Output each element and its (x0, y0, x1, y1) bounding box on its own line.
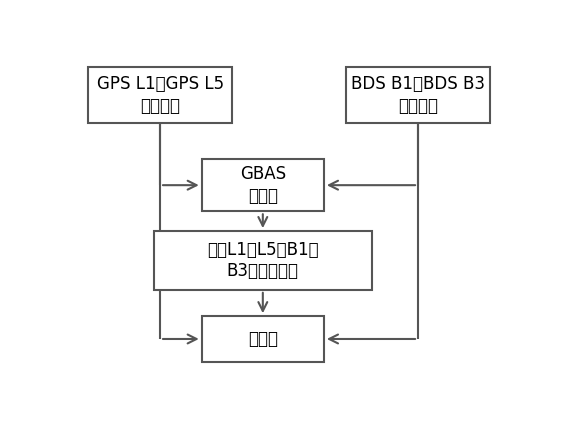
Text: 地面站: 地面站 (248, 187, 278, 205)
Text: 卫星信号: 卫星信号 (140, 97, 180, 115)
Text: BDS B1、BDS B3: BDS B1、BDS B3 (351, 75, 485, 94)
Text: 机载端: 机载端 (248, 330, 278, 348)
Text: GBAS: GBAS (240, 165, 286, 183)
Text: 卫星信号: 卫星信号 (398, 97, 438, 115)
Bar (202, 159, 324, 211)
Bar (202, 316, 324, 362)
Bar (153, 231, 372, 290)
Bar (346, 68, 490, 123)
Text: B3差分修正量: B3差分修正量 (227, 262, 299, 280)
Bar (88, 68, 232, 123)
Text: 生成L1、L5、B1、: 生成L1、L5、B1、 (207, 241, 319, 259)
Text: GPS L1、GPS L5: GPS L1、GPS L5 (96, 75, 224, 94)
